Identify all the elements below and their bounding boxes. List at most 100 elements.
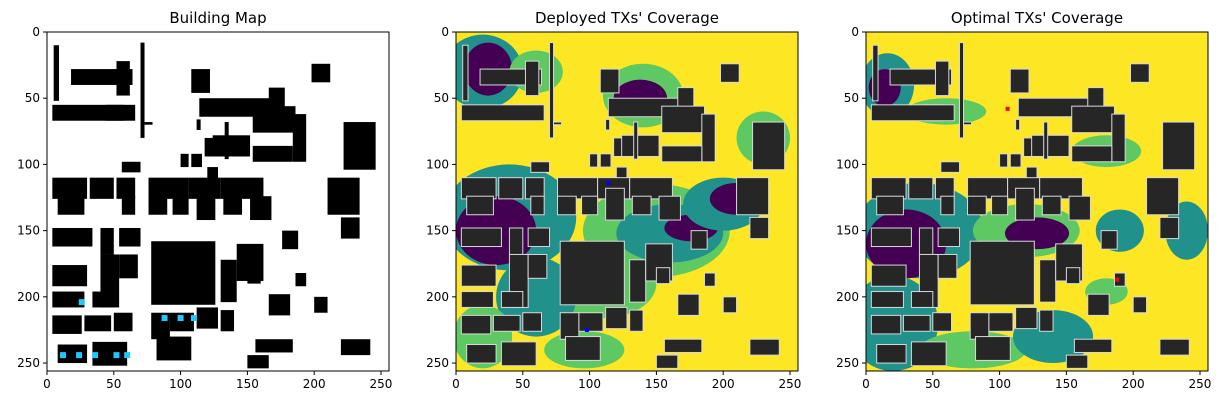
panel-frame bbox=[46, 31, 390, 372]
building-53 bbox=[113, 312, 133, 332]
building-23 bbox=[460, 177, 497, 200]
building-30 bbox=[940, 195, 955, 216]
building-21 bbox=[207, 167, 218, 183]
panel-1-image bbox=[47, 32, 389, 371]
building-5 bbox=[549, 42, 555, 139]
building-58 bbox=[466, 344, 497, 364]
building-26 bbox=[557, 177, 599, 200]
building-26 bbox=[967, 177, 1009, 200]
building-38 bbox=[870, 227, 912, 248]
building-33 bbox=[605, 187, 625, 221]
panel-title: Optimal TXs' Coverage bbox=[951, 9, 1123, 27]
building-14 bbox=[212, 135, 251, 157]
building-64 bbox=[314, 296, 328, 313]
building-64 bbox=[722, 296, 738, 314]
building-29 bbox=[466, 195, 494, 216]
x-tick-label: 100 bbox=[169, 377, 192, 391]
building-45 bbox=[559, 240, 625, 306]
optimal-tx-1 bbox=[1115, 277, 1120, 282]
building-18 bbox=[661, 145, 703, 163]
building-60 bbox=[156, 336, 192, 361]
building-22 bbox=[940, 161, 961, 173]
building-56 bbox=[1015, 306, 1038, 330]
building-5 bbox=[140, 42, 145, 138]
building-40 bbox=[937, 227, 961, 248]
tx-marker-7 bbox=[177, 315, 184, 322]
building-22 bbox=[121, 161, 141, 173]
building-42 bbox=[52, 265, 88, 287]
y-tick-label: 0 bbox=[32, 25, 40, 39]
building-17 bbox=[1111, 113, 1126, 163]
y-tick-label: 200 bbox=[836, 290, 859, 304]
panel-frame bbox=[865, 31, 1209, 372]
building-20 bbox=[599, 153, 612, 168]
building-26 bbox=[148, 177, 189, 199]
building-6 bbox=[144, 122, 153, 125]
building-63 bbox=[1159, 338, 1190, 356]
tx-marker-0 bbox=[78, 299, 85, 306]
building-38 bbox=[460, 227, 502, 248]
building-49 bbox=[52, 291, 85, 308]
building-59 bbox=[500, 341, 537, 367]
y-tick-label: 150 bbox=[426, 224, 449, 238]
building-41 bbox=[1100, 230, 1118, 250]
building-22 bbox=[530, 161, 551, 173]
x-tick-label: 250 bbox=[779, 377, 802, 391]
building-34 bbox=[631, 195, 652, 216]
building-25 bbox=[934, 177, 955, 200]
building-62 bbox=[1065, 354, 1089, 369]
building-51 bbox=[870, 314, 902, 335]
building-46 bbox=[629, 259, 647, 303]
building-37 bbox=[749, 216, 770, 240]
y-tick-label: 250 bbox=[836, 356, 859, 370]
building-20 bbox=[1009, 153, 1022, 168]
building-25 bbox=[116, 177, 136, 199]
building-35 bbox=[658, 195, 681, 221]
building-12 bbox=[1162, 121, 1196, 171]
building-4 bbox=[460, 104, 545, 122]
building-36 bbox=[1146, 177, 1180, 216]
building-6 bbox=[963, 121, 973, 126]
deployed-tx-0 bbox=[606, 180, 611, 185]
building-19 bbox=[999, 153, 1009, 168]
y-tick-label: 100 bbox=[836, 157, 859, 171]
y-tick-label: 50 bbox=[434, 91, 449, 105]
building-65 bbox=[268, 294, 291, 316]
x-tick-label: 250 bbox=[1189, 377, 1212, 391]
building-65 bbox=[1087, 293, 1110, 316]
building-54 bbox=[969, 312, 990, 340]
building-60 bbox=[975, 336, 1011, 361]
building-11 bbox=[720, 63, 740, 83]
building-46 bbox=[1039, 259, 1057, 303]
y-tick-label: 150 bbox=[17, 224, 40, 238]
building-11 bbox=[1130, 63, 1150, 83]
x-tick-label: 50 bbox=[106, 377, 121, 391]
building-52 bbox=[84, 315, 112, 332]
building-50 bbox=[92, 291, 114, 308]
x-tick-label: 100 bbox=[988, 377, 1011, 391]
y-tick-label: 100 bbox=[426, 157, 449, 171]
tx-marker-3 bbox=[92, 352, 99, 359]
building-24 bbox=[89, 177, 114, 199]
building-52 bbox=[902, 314, 931, 332]
building-8 bbox=[599, 68, 620, 94]
y-tick-label: 0 bbox=[441, 25, 449, 39]
building-34 bbox=[223, 196, 243, 215]
x-tick-label: 200 bbox=[1122, 377, 1145, 391]
building-7 bbox=[196, 119, 201, 130]
building-48 bbox=[1113, 272, 1126, 287]
building-20 bbox=[191, 153, 202, 168]
building-17 bbox=[292, 114, 307, 162]
building-7 bbox=[1015, 118, 1021, 131]
building-56 bbox=[605, 306, 628, 330]
building-33 bbox=[196, 188, 216, 221]
building-44 bbox=[527, 253, 548, 279]
building-64 bbox=[1132, 296, 1148, 314]
building-37 bbox=[340, 217, 360, 239]
building-36 bbox=[736, 177, 770, 216]
x-tick-label: 150 bbox=[645, 377, 668, 391]
building-28 bbox=[1039, 177, 1083, 200]
building-7 bbox=[605, 118, 611, 131]
